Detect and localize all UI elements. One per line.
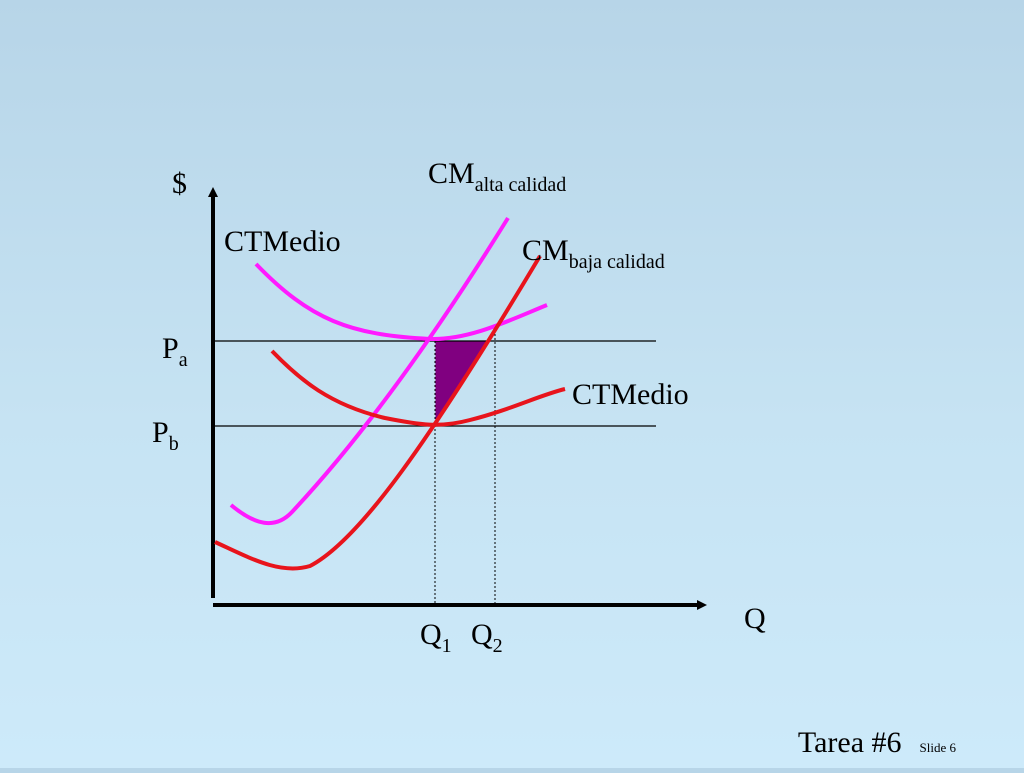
slide-footer: Tarea #6 Slide 6 (798, 726, 956, 760)
price-low-label: Pb (152, 416, 179, 455)
ctmedio-baja-calidad-curve (270, 349, 566, 427)
slide-title: Tarea #6 (797, 726, 902, 759)
quantity-q1-label: Q1 (420, 618, 452, 657)
slide-number: Slide 6 (919, 740, 956, 755)
cm-baja-calidad-curve (214, 254, 542, 571)
ctmedio-alta-calidad-label: CTMedio (224, 225, 341, 258)
ctmedio-baja-calidad-label: CTMedio (572, 378, 689, 411)
ctmedio-alta-calidad-curve (254, 262, 548, 342)
cm-alta-calidad-curve (229, 216, 510, 526)
cm-baja-calidad-label: CMbaja calidad (522, 234, 665, 273)
price-high-label: Pa (162, 332, 188, 371)
quantity-q2-label: Q2 (471, 618, 503, 657)
y-axis-label: $ (172, 167, 187, 200)
x-axis-label: Q (744, 602, 766, 635)
cm-alta-calidad-label: CMalta calidad (428, 157, 566, 196)
